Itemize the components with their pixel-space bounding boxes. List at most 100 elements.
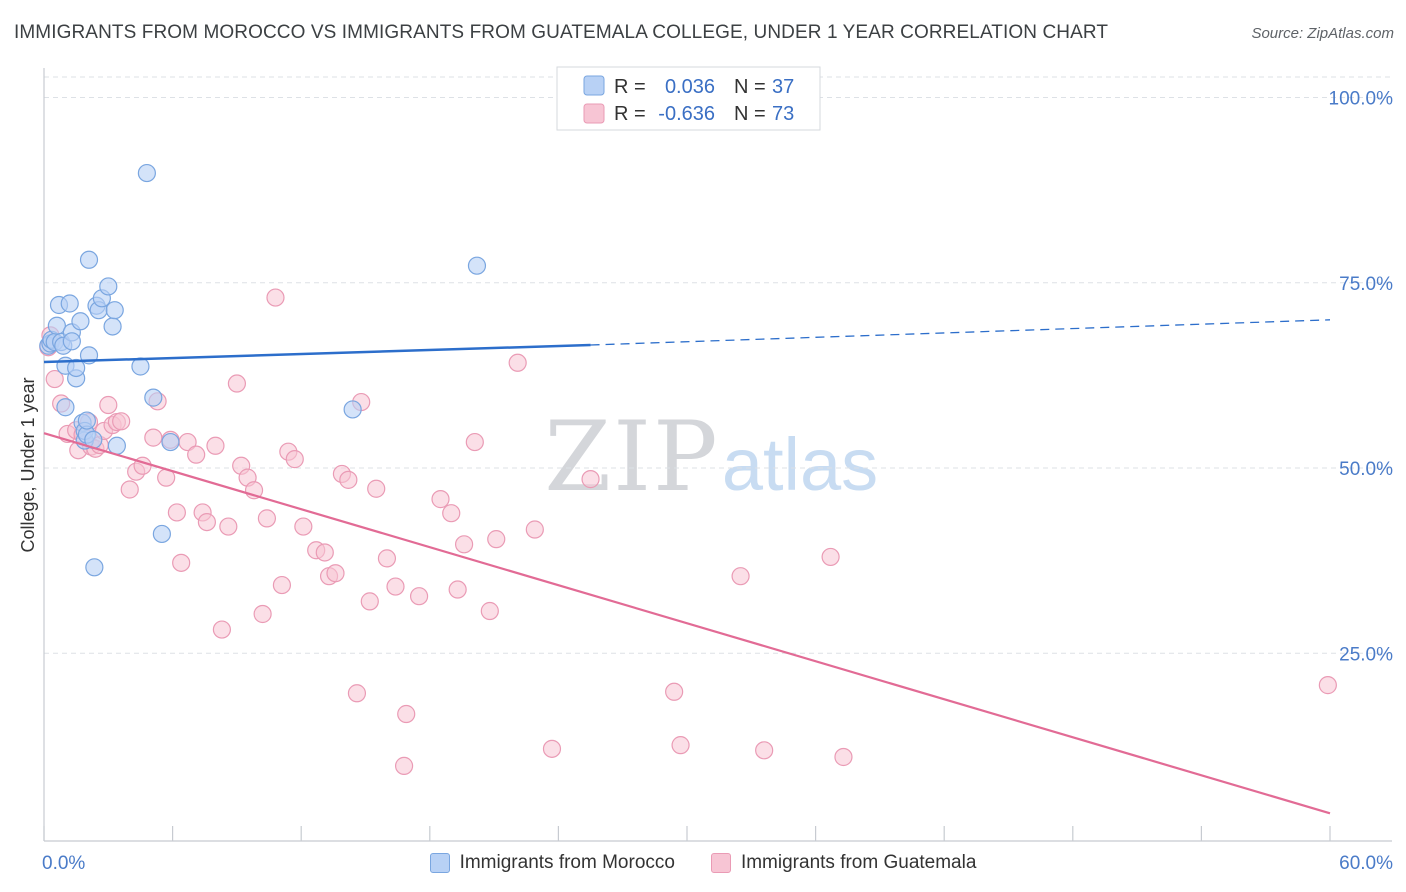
watermark-atlas: atlas <box>722 423 878 506</box>
x-tick-label-max: 60.0% <box>1339 853 1393 874</box>
guatemala-point <box>206 436 225 455</box>
guatemala-point <box>508 353 527 372</box>
guatemala-point <box>465 432 484 452</box>
guatemala-point <box>99 395 118 415</box>
guatemala-point <box>1318 676 1337 695</box>
guatemala-point <box>367 479 386 498</box>
guatemala-point <box>409 587 429 606</box>
legend-n-value-1: 37 <box>772 76 794 98</box>
guatemala-point <box>219 517 238 536</box>
legend-r-label-2: R = <box>614 103 646 125</box>
guatemala-point <box>821 547 840 567</box>
guatemala-point <box>144 428 163 447</box>
guatemala-point <box>671 736 690 755</box>
morocco-point <box>152 524 171 544</box>
legend-swatch-morocco <box>583 75 605 96</box>
legend-n-label-1: N = <box>734 76 766 98</box>
guatemala-point <box>172 553 191 572</box>
morocco-point <box>56 398 75 417</box>
morocco-point <box>79 250 99 269</box>
guatemala-point <box>285 450 304 469</box>
legend-n-label-2: N = <box>734 103 766 125</box>
guatemala-point <box>755 741 774 760</box>
guatemala-point <box>360 592 379 611</box>
y-tick-label-75: 75.0% <box>1339 274 1393 295</box>
morocco-point <box>161 432 180 452</box>
morocco-trend-extension <box>590 319 1331 346</box>
guatemala-point <box>347 684 367 703</box>
guatemala-point <box>448 580 467 599</box>
chart-source: Source: ZipAtlas.com <box>1251 25 1394 42</box>
watermark: ZIP atlas <box>544 401 878 513</box>
guatemala-point <box>167 503 186 522</box>
guatemala-point <box>187 445 206 464</box>
morocco-swatch <box>429 853 450 873</box>
guatemala-point <box>272 575 292 595</box>
guatemala-swatch <box>710 853 731 873</box>
morocco-point <box>137 163 156 183</box>
guatemala-point <box>525 520 544 539</box>
guatemala-point <box>542 739 562 758</box>
morocco-point <box>107 436 126 455</box>
guatemala-point <box>834 747 853 767</box>
morocco-point <box>62 332 81 351</box>
guatemala-series-label: Immigrants from Guatemala <box>740 852 977 873</box>
guatemala-point <box>397 704 416 724</box>
guatemala-point <box>487 530 506 549</box>
guatemala-point <box>442 504 461 523</box>
trend-lines <box>43 319 1331 815</box>
morocco-point <box>105 301 124 320</box>
guatemala-point <box>431 490 450 509</box>
guatemala-point <box>112 412 131 431</box>
guatemala-point <box>212 620 231 639</box>
morocco-point <box>60 294 79 313</box>
guatemala-trend-line <box>43 432 1331 815</box>
guatemala-point <box>294 517 313 536</box>
guatemala-point <box>257 509 277 528</box>
morocco-point <box>77 411 96 430</box>
guatemala-point <box>266 288 285 307</box>
guatemala-point <box>480 601 499 621</box>
watermark-zip: ZIP <box>544 401 719 513</box>
legend-r-label-1: R = <box>614 76 646 98</box>
legend-r-value-1: 0.036 <box>665 76 715 98</box>
guatemala-point <box>377 549 397 568</box>
morocco-series-label: Immigrants from Morocco <box>459 852 675 873</box>
y-axis-label: College, Under 1 year <box>18 377 38 552</box>
guatemala-point <box>665 682 684 701</box>
series-legend-guatemala: Immigrants from Guatemala <box>710 852 977 874</box>
morocco-points <box>39 163 487 577</box>
guatemala-point <box>227 374 246 393</box>
morocco-point <box>144 388 163 407</box>
guatemala-point <box>326 564 345 583</box>
morocco-point <box>99 277 118 296</box>
guatemala-point <box>339 470 358 489</box>
guatemala-point <box>454 535 474 554</box>
guatemala-point <box>315 543 334 562</box>
legend: R = 0.036 N = 37 R = -0.636 N = 73 <box>556 66 821 131</box>
guatemala-point <box>394 756 414 775</box>
guatemala-point <box>120 480 139 499</box>
axes <box>43 68 1392 842</box>
series-legend-morocco: Immigrants from Morocco <box>429 852 675 874</box>
y-tick-label-50: 50.0% <box>1339 459 1393 480</box>
morocco-trend-line <box>43 343 591 364</box>
guatemala-point <box>386 577 405 596</box>
guatemala-points <box>39 288 1337 775</box>
guatemala-point <box>45 369 64 389</box>
morocco-point <box>103 317 122 336</box>
guatemala-point <box>253 604 272 624</box>
morocco-point <box>71 312 90 331</box>
guatemala-point <box>581 470 600 489</box>
morocco-point <box>85 558 104 577</box>
morocco-point <box>67 358 86 378</box>
legend-r-value-2: -0.636 <box>658 103 715 125</box>
grid-lines <box>44 76 1392 654</box>
guatemala-point <box>197 512 216 532</box>
legend-n-value-2: 73 <box>772 103 794 125</box>
tick-labels: 25.0% 50.0% 75.0% 100.0% 0.0% 60.0% <box>42 89 1393 875</box>
chart-title: IMMIGRANTS FROM MOROCCO VS IMMIGRANTS FR… <box>14 22 1109 43</box>
morocco-point <box>343 400 362 419</box>
legend-swatch-guatemala <box>583 103 605 124</box>
